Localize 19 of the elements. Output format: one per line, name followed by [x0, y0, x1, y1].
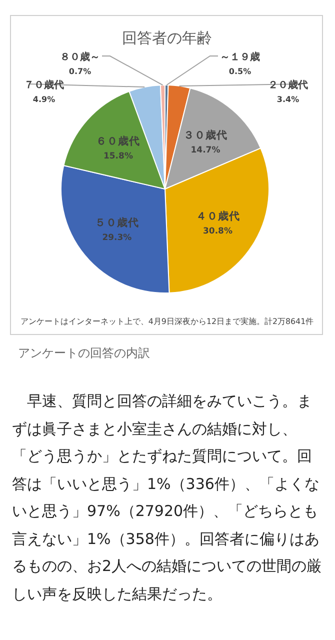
data-label: 4.9%	[32, 95, 56, 104]
slice-label: ８０歳～	[60, 51, 100, 63]
slice-label: ３０歳代	[183, 128, 228, 142]
data-label: 14.7%	[190, 146, 221, 156]
data-label: 29.3%	[102, 232, 132, 243]
slice-label: ～１９歳	[220, 51, 260, 63]
data-label: 15.8%	[103, 152, 134, 162]
text: アンケートの回答の内訳	[18, 345, 150, 362]
chart-title: 回答者の年齢	[122, 29, 212, 47]
data-label: 0.5%	[228, 67, 252, 76]
slice-label: ５０歳代	[94, 216, 139, 229]
data-label: 0.7%	[68, 67, 92, 76]
data-label: 3.4%	[276, 95, 300, 104]
data-label: 30.8%	[203, 226, 233, 236]
slice-label: ４０歳代	[196, 209, 240, 222]
text: 早速、質問と回答の詳細をみていこう。まずは眞子さまと小室圭さんの結婚に対し、「どう思うか」とたずねた質問について。回答は「いいと思う」1%（336件）、「よくないと思う」97%（27920件）、「どちらとも言えない」1%（358件）。回答者に偏りはあるものの、お2人への結婚についての世間の厳しい声を反映した結果だった。	[12, 391, 323, 604]
slice-label: ６０歳代	[96, 134, 140, 148]
slice-label: ７０歳代	[24, 79, 64, 91]
slice-label: ２０歳代	[268, 79, 308, 91]
